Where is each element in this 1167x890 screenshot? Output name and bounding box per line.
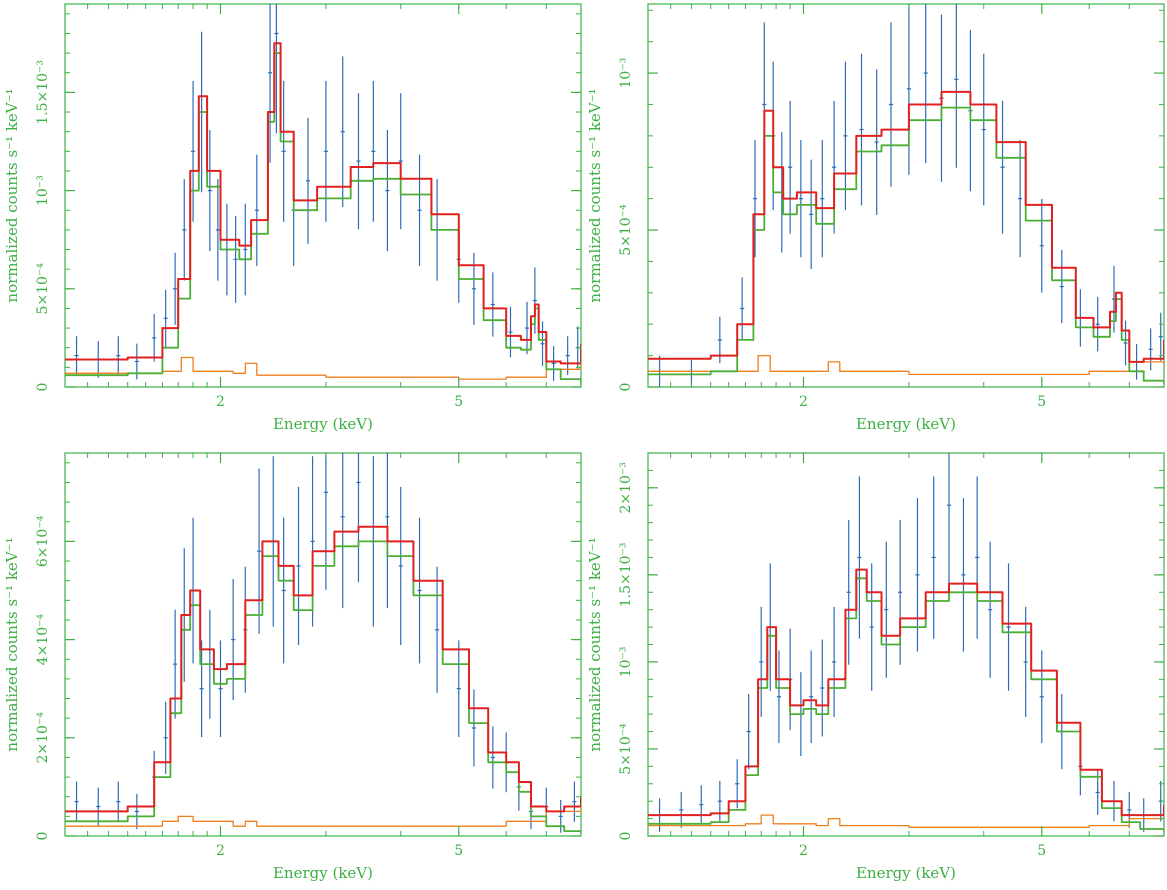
chart-panel-top-left: 2 5 0 5×10⁻⁴ 10⁻³ 1.5×10⁻³ Energy (keV) normali… (3, 3, 582, 433)
y-tick-label: 0 (35, 832, 51, 841)
model-green-line (65, 540, 581, 834)
model-orange-line (648, 343, 1164, 376)
x-tick-label: 5 (454, 843, 463, 859)
x-tick-label: 5 (1037, 394, 1046, 410)
y-tick-label: 0 (35, 383, 51, 392)
plot-frame (647, 452, 1165, 837)
plot-area (648, 453, 1164, 833)
chart-panel-top-right: 2 5 0 5×10⁻⁴ 10⁻³ Energy (keV) normalized coun… (586, 3, 1165, 433)
y-tick-label: 10⁻³ (35, 175, 51, 206)
y-tick-label: 10⁻³ (618, 58, 634, 89)
model-red-line (65, 42, 581, 365)
x-tick-label: 2 (799, 394, 808, 410)
y-tick-label: 5×10⁻⁴ (35, 263, 51, 315)
x-axis-label: Energy (keV) (856, 415, 956, 433)
model-orange-line (648, 806, 1164, 828)
chart-panel-bottom-left: 2 5 0 2×10⁻⁴ 4×10⁻⁴ 6×10⁻⁴ Energy (keV) normali… (3, 452, 582, 882)
y-axis-label: normalized counts s⁻¹ keV⁻¹ (586, 537, 604, 751)
y-axis-label: normalized counts s⁻¹ keV⁻¹ (586, 88, 604, 302)
model-red-line (648, 568, 1164, 817)
x-tick-label: 2 (799, 843, 808, 859)
y-tick-label: 10⁻³ (618, 646, 634, 677)
model-orange-line (65, 796, 581, 827)
plot-area (648, 4, 1164, 387)
x-tick-label: 2 (216, 843, 225, 859)
x-axis-label: Energy (keV) (273, 415, 373, 433)
x-tick-label: 2 (216, 394, 225, 410)
plot-frame (64, 452, 582, 837)
y-tick-label: 2×10⁻³ (618, 462, 634, 513)
y-axis-label: normalized counts s⁻¹ keV⁻¹ (3, 537, 21, 751)
x-tick-label: 5 (454, 394, 463, 410)
x-tick-label: 5 (1037, 843, 1046, 859)
model-green-line (648, 106, 1164, 384)
model-green-line (65, 52, 581, 385)
y-tick-label: 0 (618, 383, 634, 392)
plot-frame (647, 3, 1165, 388)
model-orange-line (65, 347, 581, 380)
y-tick-label: 6×10⁻⁴ (35, 515, 51, 567)
x-axis-label: Energy (keV) (856, 864, 956, 882)
y-tick-label: 5×10⁻⁴ (618, 204, 634, 256)
model-red-line (65, 525, 581, 813)
y-tick-label: 0 (618, 832, 634, 841)
model-red-line (648, 90, 1164, 363)
y-tick-label: 4×10⁻⁴ (35, 613, 51, 665)
plot-frame (64, 3, 582, 388)
y-tick-label: 1.5×10⁻³ (35, 60, 51, 125)
y-tick-label: 5×10⁻⁴ (618, 723, 634, 775)
model-green-line (648, 577, 1164, 833)
plot-area (65, 4, 581, 385)
chart-panel-bottom-right: 2 5 0 5×10⁻⁴ 10⁻³ 1.5×10⁻³ 2×10⁻³ Energy (keV) n… (586, 452, 1165, 882)
y-tick-label: 1.5×10⁻³ (618, 542, 634, 607)
x-axis-label: Energy (keV) (273, 864, 373, 882)
plot-area (65, 453, 581, 834)
y-axis-label: normalized counts s⁻¹ keV⁻¹ (3, 88, 21, 302)
y-tick-label: 2×10⁻⁴ (35, 712, 51, 764)
